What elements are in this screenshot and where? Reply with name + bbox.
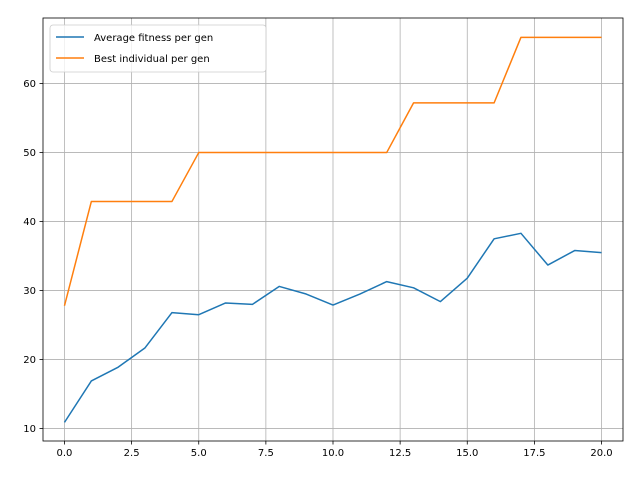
x-tick-label: 17.5 xyxy=(523,448,545,459)
y-tick-label: 10 xyxy=(23,424,36,435)
series-line-best-individual-per-gen xyxy=(63,36,602,306)
x-tick-label: 2.5 xyxy=(124,448,140,459)
x-tick-label: 12.5 xyxy=(389,448,411,459)
series-lines xyxy=(63,36,602,423)
x-tick-label: 5.0 xyxy=(191,448,207,459)
legend: Average fitness per gen Best individual … xyxy=(49,24,267,73)
x-tick-label: 0.0 xyxy=(57,448,73,459)
grid xyxy=(43,18,623,441)
y-tick-label: 50 xyxy=(23,148,36,159)
legend-box xyxy=(49,24,267,73)
y-tick-label: 20 xyxy=(23,355,36,366)
x-tick-label: 15.0 xyxy=(456,448,478,459)
x-tick-label: 7.5 xyxy=(258,448,274,459)
x-tick-label: 20.0 xyxy=(590,448,612,459)
y-tick-label: 30 xyxy=(23,286,36,297)
series-line-average-fitness-per-gen xyxy=(63,232,602,423)
y-axis: 10 20 30 40 50 60 xyxy=(23,79,43,435)
y-tick-label: 40 xyxy=(23,217,36,228)
legend-label-average-fitness: Average fitness per gen xyxy=(94,33,213,44)
y-tick-label: 60 xyxy=(23,79,36,90)
x-tick-label: 10.0 xyxy=(322,448,344,459)
x-axis: 0.0 2.5 5.0 7.5 10.0 12.5 15.0 17.5 20.0 xyxy=(57,441,613,459)
legend-label-best-individual: Best individual per gen xyxy=(94,54,210,65)
